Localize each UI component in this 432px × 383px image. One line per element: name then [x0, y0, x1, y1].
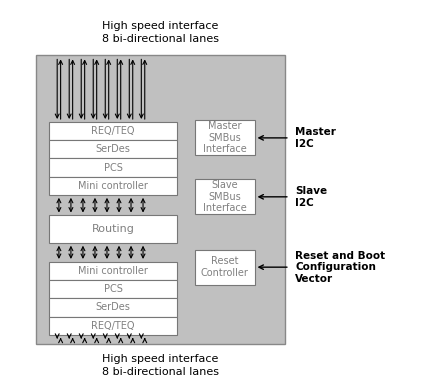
Text: REQ/TEQ: REQ/TEQ: [91, 321, 135, 331]
Text: Master
I2C: Master I2C: [295, 127, 336, 149]
Text: Master
SMBus
Interface: Master SMBus Interface: [203, 121, 247, 154]
Text: PCS: PCS: [104, 284, 122, 294]
Bar: [194, 179, 254, 214]
Text: Slave
I2C: Slave I2C: [295, 186, 327, 208]
Text: PCS: PCS: [104, 162, 122, 173]
Text: Mini controller: Mini controller: [78, 266, 148, 276]
Bar: [49, 177, 178, 195]
Bar: [194, 120, 254, 155]
Text: Mini controller: Mini controller: [78, 181, 148, 191]
Bar: [49, 298, 178, 317]
Bar: [49, 140, 178, 159]
Bar: [194, 250, 254, 285]
Text: SerDes: SerDes: [95, 144, 130, 154]
Text: 8 bi-directional lanes: 8 bi-directional lanes: [102, 367, 219, 377]
Text: High speed interface: High speed interface: [102, 21, 219, 31]
Bar: [49, 216, 178, 243]
Bar: [49, 317, 178, 335]
Text: Slave
SMBus
Interface: Slave SMBus Interface: [203, 180, 247, 213]
Text: SerDes: SerDes: [95, 303, 130, 313]
Text: Routing: Routing: [92, 224, 134, 234]
Bar: [49, 262, 178, 280]
Text: High speed interface: High speed interface: [102, 354, 219, 364]
Bar: [49, 122, 178, 140]
Text: Reset and Boot
Configuration
Vector: Reset and Boot Configuration Vector: [295, 250, 385, 284]
Text: 8 bi-directional lanes: 8 bi-directional lanes: [102, 34, 219, 44]
Text: REQ/TEQ: REQ/TEQ: [91, 126, 135, 136]
Bar: [36, 55, 285, 344]
Bar: [49, 280, 178, 298]
Text: Reset
Controller: Reset Controller: [200, 256, 248, 278]
Bar: [49, 159, 178, 177]
